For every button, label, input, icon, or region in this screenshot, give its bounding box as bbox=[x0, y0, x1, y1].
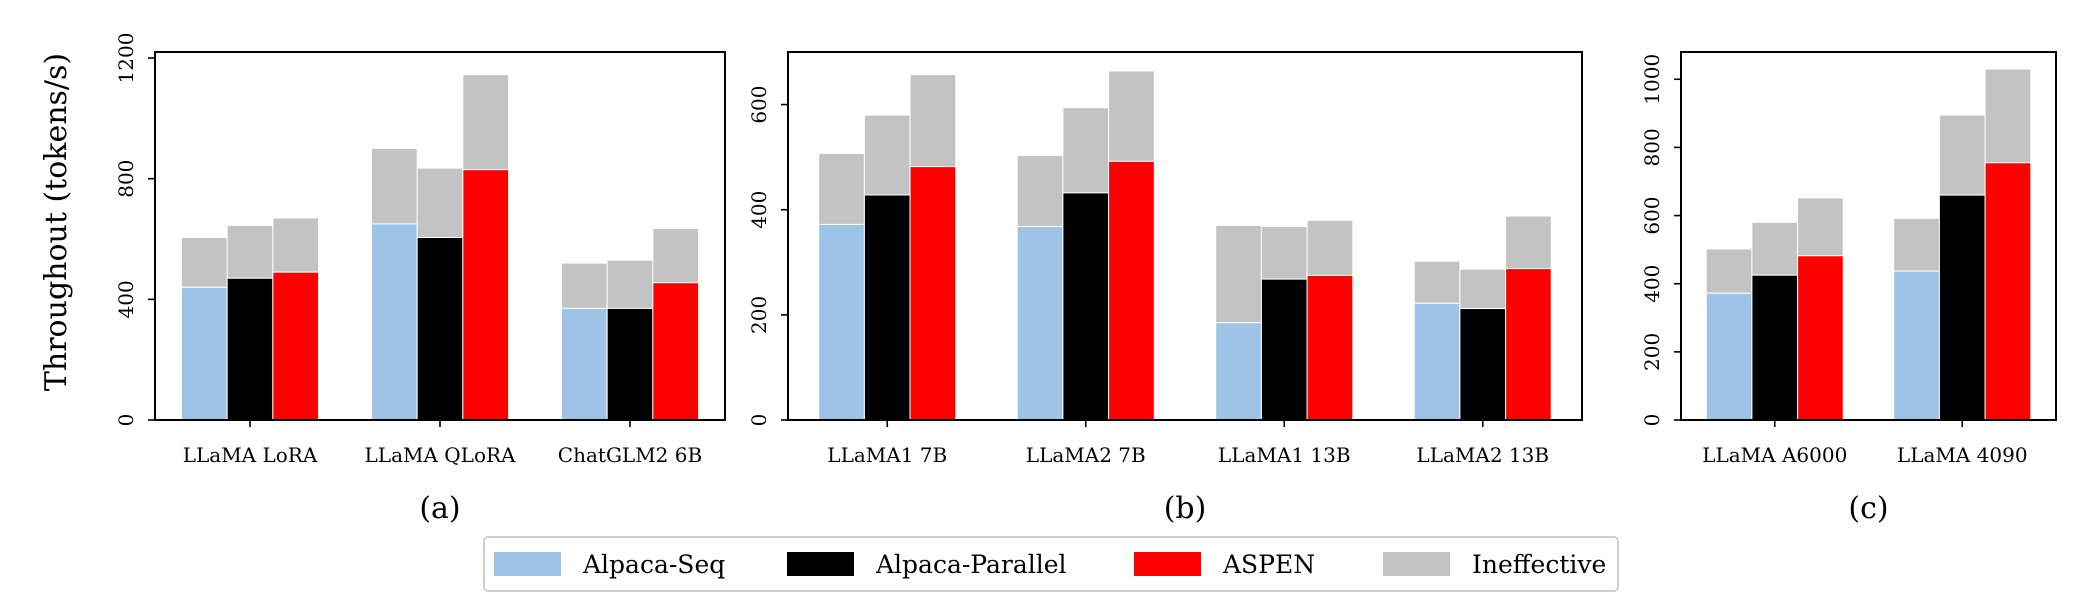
y-tick-label: 600 bbox=[747, 85, 771, 123]
bar-alpaca-seq bbox=[1705, 292, 1753, 421]
bar-ineffective bbox=[272, 217, 320, 273]
panel-c: LLaMA A6000 LLaMA 4090 0 200 400 600 800 1000 (c… bbox=[1640, 51, 2057, 526]
bar-alpaca-parallel bbox=[1260, 278, 1308, 421]
bar-ineffective bbox=[1751, 221, 1799, 276]
bar-ineffective bbox=[1705, 248, 1753, 294]
bar-alpaca-parallel bbox=[1062, 192, 1110, 421]
legend-swatch-alpaca-parallel bbox=[787, 552, 854, 576]
bar-ineffective bbox=[370, 148, 418, 225]
bar-alpaca-parallel bbox=[863, 194, 911, 421]
y-tick-label: 200 bbox=[1640, 333, 1664, 371]
bar-ineffective bbox=[180, 237, 228, 288]
y-tick-label: 200 bbox=[747, 296, 771, 334]
bar-ineffective bbox=[416, 167, 464, 239]
panel-label: (b) bbox=[1164, 491, 1207, 526]
y-axis-label: Throughout (tokens/s) bbox=[39, 53, 74, 391]
bar-ineffective bbox=[1260, 226, 1308, 280]
x-tick-label: LLaMA A6000 bbox=[1702, 443, 1847, 467]
legend-swatch-ineffective bbox=[1383, 552, 1450, 576]
legend: Alpaca-Seq Alpaca-Parallel ASPEN Ineffectiv… bbox=[483, 536, 1619, 592]
axes-frame bbox=[787, 51, 1583, 421]
x-tick-label: LLaMA2 7B bbox=[1026, 443, 1146, 467]
bar-aspen bbox=[462, 169, 510, 421]
bar-alpaca-seq bbox=[180, 286, 228, 421]
bar-ineffective bbox=[226, 224, 274, 279]
bar-alpaca-seq bbox=[370, 223, 418, 421]
bar-alpaca-parallel bbox=[416, 237, 464, 421]
bar-ineffective bbox=[1413, 260, 1461, 304]
bar-ineffective bbox=[462, 74, 510, 171]
x-tick-label: LLaMA1 13B bbox=[1218, 443, 1351, 467]
legend-swatch-alpaca-seq bbox=[494, 552, 561, 576]
legend-label: Alpaca-Seq bbox=[582, 550, 725, 579]
bar-alpaca-seq bbox=[1893, 270, 1940, 421]
bar-ineffective bbox=[1459, 268, 1507, 310]
y-tick-label: 800 bbox=[114, 160, 138, 198]
bar-ineffective bbox=[1938, 114, 1986, 196]
bar-alpaca-parallel bbox=[606, 307, 654, 421]
bar-ineffective bbox=[818, 152, 865, 225]
axes-frame bbox=[1680, 51, 2057, 421]
bar-aspen bbox=[909, 166, 957, 421]
bar-ineffective bbox=[1016, 155, 1064, 228]
bar-aspen bbox=[1505, 268, 1552, 421]
bar-alpaca-parallel bbox=[226, 277, 274, 421]
x-tick-label: LLaMA LoRA bbox=[183, 443, 318, 467]
bar-alpaca-seq bbox=[1215, 322, 1262, 421]
bar-ineffective bbox=[863, 114, 911, 196]
legend-label: Alpaca-Parallel bbox=[875, 550, 1067, 579]
bar-aspen bbox=[1108, 160, 1155, 421]
panel-label: (c) bbox=[1848, 491, 1888, 526]
y-tick-label: 800 bbox=[1640, 128, 1664, 166]
bar-ineffective bbox=[1108, 70, 1155, 162]
y-tick-label: 400 bbox=[1640, 265, 1664, 303]
legend-label: Ineffective bbox=[1472, 550, 1606, 579]
bar-alpaca-seq bbox=[1413, 302, 1461, 421]
bar-aspen bbox=[1984, 162, 2032, 421]
panel-b: LLaMA1 7B LLaMA2 7B LLaMA1 13B LLaMA2 13B 0 2… bbox=[747, 51, 1583, 526]
bar-aspen bbox=[652, 282, 700, 421]
bar-ineffective bbox=[1062, 107, 1110, 194]
bar-ineffective bbox=[652, 227, 700, 284]
y-tick-label: 400 bbox=[747, 191, 771, 229]
bar-alpaca-seq bbox=[1016, 226, 1064, 421]
axes-frame bbox=[154, 51, 726, 421]
bar-ineffective bbox=[1215, 224, 1262, 324]
bar-alpaca-seq bbox=[560, 307, 608, 421]
legend-frame bbox=[483, 536, 1619, 592]
legend-label: ASPEN bbox=[1222, 550, 1315, 579]
bar-aspen bbox=[1306, 274, 1354, 421]
y-tick-label: 0 bbox=[114, 414, 138, 427]
y-tick-label: 1200 bbox=[114, 33, 138, 84]
bar-ineffective bbox=[1984, 68, 2032, 164]
bar-ineffective bbox=[560, 262, 608, 309]
x-tick-label: LLaMA QLoRA bbox=[365, 443, 517, 467]
bar-alpaca-parallel bbox=[1751, 274, 1799, 421]
x-tick-label: ChatGLM2 6B bbox=[558, 443, 702, 467]
bar-alpaca-parallel bbox=[1938, 194, 1986, 421]
y-tick-label: 600 bbox=[1640, 196, 1664, 234]
bar-alpaca-parallel bbox=[1459, 308, 1507, 421]
bar-ineffective bbox=[606, 259, 654, 309]
y-tick-label: 0 bbox=[747, 414, 771, 427]
x-tick-label: LLaMA1 7B bbox=[827, 443, 947, 467]
bar-ineffective bbox=[1505, 215, 1552, 270]
panel-label: (a) bbox=[419, 491, 460, 526]
y-tick-label: 400 bbox=[114, 280, 138, 318]
legend-swatch-aspen bbox=[1134, 552, 1201, 576]
y-tick-label: 0 bbox=[1640, 414, 1664, 427]
y-tick-label: 1000 bbox=[1640, 54, 1664, 105]
bar-ineffective bbox=[1306, 219, 1354, 276]
x-tick-label: LLaMA2 13B bbox=[1416, 443, 1549, 467]
bar-aspen bbox=[272, 271, 320, 421]
x-tick-label: LLaMA 4090 bbox=[1897, 443, 2028, 467]
bar-ineffective bbox=[1797, 197, 1844, 257]
bar-alpaca-seq bbox=[818, 223, 865, 421]
bar-ineffective bbox=[909, 74, 957, 168]
bar-aspen bbox=[1797, 255, 1844, 421]
panel-a: LLaMA LoRA LLaMA QLoRA ChatGLM2 6B 0 400 800 1… bbox=[114, 33, 726, 526]
bar-ineffective bbox=[1893, 217, 1940, 272]
